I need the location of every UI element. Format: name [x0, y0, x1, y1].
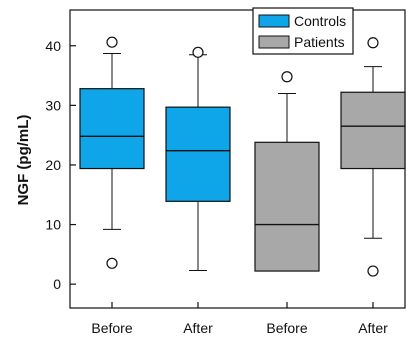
outlier-point — [106, 36, 118, 48]
y-tick-label-40: 40 — [45, 38, 61, 54]
y-axis-label: NGF (pg/mL) — [15, 115, 32, 206]
outlier-point — [192, 46, 204, 58]
outlier-point — [367, 37, 379, 49]
outlier-point — [281, 71, 293, 83]
x-tick-label-2: Before — [266, 320, 307, 336]
y-tick-label-20: 20 — [45, 157, 61, 173]
box-1 — [165, 46, 231, 271]
y-tick-label-0: 0 — [53, 276, 61, 292]
box-3 — [340, 37, 406, 277]
outlier-point — [367, 265, 379, 277]
box-0 — [79, 36, 145, 269]
x-axis: Before After Before After — [91, 302, 388, 336]
legend-label-patients: Patients — [294, 34, 345, 50]
x-tick-label-3: After — [358, 320, 388, 336]
legend: Controls Patients — [252, 7, 354, 55]
y-tick-label-10: 10 — [45, 217, 61, 233]
box-2 — [254, 71, 320, 272]
box-body — [340, 91, 406, 170]
legend-label-controls: Controls — [294, 13, 346, 29]
legend-swatch-controls — [258, 14, 290, 28]
boxes-layer — [79, 36, 406, 277]
x-tick-label-1: After — [183, 320, 213, 336]
box-body — [79, 88, 145, 170]
y-axis: 0 10 20 30 40 — [45, 38, 76, 292]
outlier-point — [106, 257, 118, 269]
box-body — [254, 141, 320, 272]
box-body — [165, 106, 231, 202]
legend-swatch-patients — [258, 35, 290, 49]
y-tick-label-30: 30 — [45, 97, 61, 113]
x-tick-label-0: Before — [91, 320, 132, 336]
